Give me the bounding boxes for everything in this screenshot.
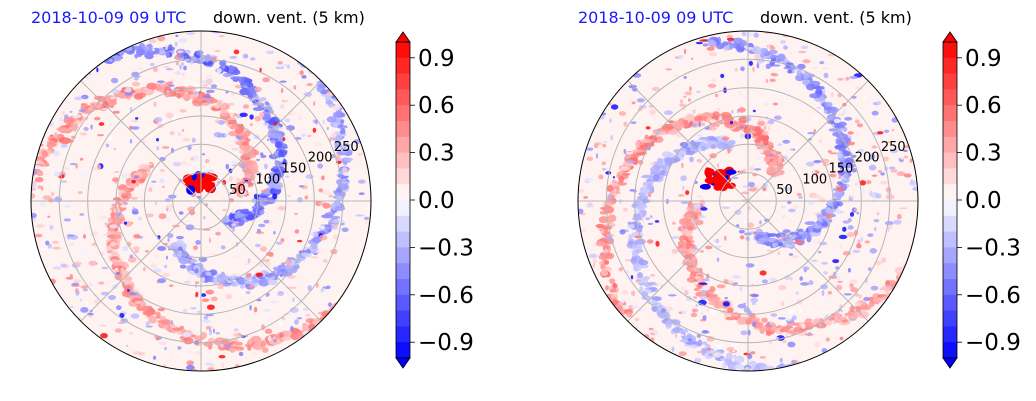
polar-panel-right: 2018-10-09 09 UTC down. vent. (5 km) 50 1… [547, 0, 1036, 401]
field-layer [31, 31, 371, 371]
radial-tick-label: 50 [229, 183, 246, 198]
angular-grid-line [627, 80, 749, 202]
colorbar-segment [943, 152, 957, 169]
colorbar-segment [943, 215, 957, 232]
colorbar-extend-top [942, 31, 958, 43]
angular-grid-line [747, 200, 869, 322]
colorbar-tick-label: −0.9 [965, 330, 1021, 356]
colorbar-extend-bottom [395, 357, 411, 369]
radial-tick-label: 100 [802, 172, 827, 187]
colorbar-tick-label: −0.3 [965, 235, 1021, 261]
colorbar-segment [943, 42, 957, 59]
colorbar-tick-label: 0.3 [965, 141, 1002, 167]
radial-tick-label: 150 [282, 162, 307, 177]
title-date: 2018-10-09 09 UTC [31, 8, 187, 27]
colorbar-segment [396, 215, 410, 232]
colorbar-tick-label: −0.9 [418, 330, 474, 356]
colorbar-tick-label: 0.6 [965, 93, 1002, 119]
colorbar-segment [943, 247, 957, 264]
angular-grid-line [200, 80, 322, 202]
angular-grid-line [80, 200, 202, 322]
colorbar-segment [396, 231, 410, 248]
colorbar-segment [396, 105, 410, 122]
colorbar-tick-label: 0.9 [965, 46, 1002, 72]
colorbar-tick-label: 0.0 [418, 188, 455, 214]
title-date: 2018-10-09 09 UTC [578, 8, 734, 27]
radial-tick-label: 250 [334, 140, 359, 155]
angular-grid-line [627, 200, 749, 322]
colorbar-tick-label: 0.9 [418, 46, 455, 72]
colorbar-segment [396, 152, 410, 169]
colorbar-tick-label: −0.6 [965, 283, 1021, 309]
colorbar-segment [943, 89, 957, 106]
colorbar-segment [943, 184, 957, 201]
colorbar-segment [396, 279, 410, 296]
colorbar-segment [396, 200, 410, 217]
plot-border [30, 30, 372, 372]
angular-grid-line [747, 80, 869, 202]
title-variable: down. vent. (5 km) [213, 8, 365, 27]
colorbar-segment [943, 231, 957, 248]
colorbar: 0.9 0.6 0.3 0.0 −0.3 −0.6 −0.9 [942, 31, 1021, 369]
angular-grid-line [80, 80, 202, 202]
radial-tick-label: 200 [308, 151, 333, 166]
colorbar-tick-label: −0.3 [418, 235, 474, 261]
field-layer [578, 31, 918, 371]
colorbar-segment [396, 310, 410, 327]
colorbar-segment [943, 168, 957, 185]
colorbar-segment [943, 121, 957, 138]
colorbar-segment [396, 184, 410, 201]
colorbar-segment [943, 294, 957, 311]
colorbar-segment [396, 89, 410, 106]
colorbar-tick-label: 0.3 [418, 141, 455, 167]
radial-tick-label: 50 [776, 183, 793, 198]
colorbar-segment [943, 200, 957, 217]
colorbar-tick-label: 0.0 [965, 188, 1002, 214]
angular-grid-line [200, 200, 322, 322]
colorbar-tick-label: −0.6 [418, 283, 474, 309]
colorbar-extend-top [395, 31, 411, 43]
colorbar-segment [943, 57, 957, 74]
colorbar-segment [943, 279, 957, 296]
colorbar-segment [943, 136, 957, 153]
colorbar-segment [396, 263, 410, 280]
colorbar-segment [396, 342, 410, 359]
colorbar-tick-label: 0.6 [418, 93, 455, 119]
radial-tick-label: 250 [881, 140, 906, 155]
radial-tick-label: 200 [855, 151, 880, 166]
colorbar-segment [396, 136, 410, 153]
polar-panel-left: 2018-10-09 09 UTC down. vent. (5 km) 50 1… [30, 8, 474, 372]
colorbar: 0.9 0.6 0.3 0.0 −0.3 −0.6 −0.9 [395, 31, 474, 369]
colorbar-segment [396, 294, 410, 311]
colorbar-segment [943, 326, 957, 343]
radial-tick-label: 100 [255, 172, 280, 187]
colorbar-segment [396, 57, 410, 74]
colorbar-segment [396, 168, 410, 185]
colorbar-segment [943, 310, 957, 327]
colorbar-segment [396, 42, 410, 59]
colorbar-segment [943, 263, 957, 280]
colorbar-extend-bottom [942, 357, 958, 369]
radial-tick-label: 150 [829, 162, 854, 177]
colorbar-segment [396, 73, 410, 90]
plot-border [577, 30, 919, 372]
colorbar-segment [396, 121, 410, 138]
title-variable: down. vent. (5 km) [760, 8, 912, 27]
colorbar-segment [396, 247, 410, 264]
colorbar-segment [943, 342, 957, 359]
colorbar-segment [943, 105, 957, 122]
colorbar-segment [396, 326, 410, 343]
colorbar-segment [943, 73, 957, 90]
